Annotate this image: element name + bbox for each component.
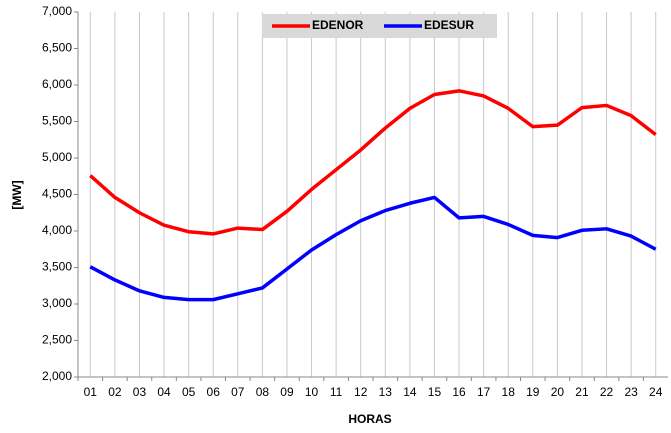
x-tick-label: 06 xyxy=(207,385,221,399)
x-tick-label: 19 xyxy=(526,385,540,399)
y-tick-label: 5,000 xyxy=(42,150,72,164)
y-axis-label: [MW] xyxy=(10,180,24,209)
x-tick-label: 03 xyxy=(133,385,147,399)
y-tick-label: 2,500 xyxy=(42,333,72,347)
x-tick-label: 23 xyxy=(624,385,638,399)
x-tick-label: 15 xyxy=(428,385,442,399)
x-tick-label: 09 xyxy=(280,385,294,399)
x-tick-label: 16 xyxy=(452,385,466,399)
y-tick-label: 5,500 xyxy=(42,114,72,128)
x-tick-label: 02 xyxy=(108,385,122,399)
x-tick-label: 01 xyxy=(84,385,98,399)
x-tick-label: 22 xyxy=(600,385,614,399)
x-tick-label: 18 xyxy=(502,385,516,399)
y-tick-label: 3,000 xyxy=(42,296,72,310)
x-tick-label: 12 xyxy=(354,385,368,399)
x-tick-label: 17 xyxy=(477,385,491,399)
x-tick-label: 07 xyxy=(231,385,245,399)
x-tick-label: 13 xyxy=(379,385,393,399)
x-tick-label: 08 xyxy=(256,385,270,399)
y-tick-label: 4,500 xyxy=(42,187,72,201)
y-tick-label: 6,000 xyxy=(42,77,72,91)
legend-label: EDENOR xyxy=(312,18,364,32)
line xyxy=(89,195,657,302)
x-tick-label: 24 xyxy=(649,385,663,399)
y-tick-label: 7,000 xyxy=(42,4,72,18)
y-tick-label: 3,500 xyxy=(42,260,72,274)
x-tick-label: 21 xyxy=(575,385,589,399)
x-tick-label: 20 xyxy=(551,385,565,399)
y-tick-label: 4,000 xyxy=(42,223,72,237)
x-tick-label: 04 xyxy=(157,385,171,399)
x-tick-label: 11 xyxy=(330,385,343,399)
x-tick-label: 14 xyxy=(403,385,417,399)
x-tick-label: 10 xyxy=(305,385,319,399)
y-tick-label: 6,500 xyxy=(42,41,72,55)
line xyxy=(89,89,657,236)
x-tick-label: 05 xyxy=(182,385,196,399)
x-axis-label: HORAS xyxy=(348,412,391,426)
legend-label: EDESUR xyxy=(424,18,474,32)
y-tick-label: 2,000 xyxy=(42,369,72,383)
